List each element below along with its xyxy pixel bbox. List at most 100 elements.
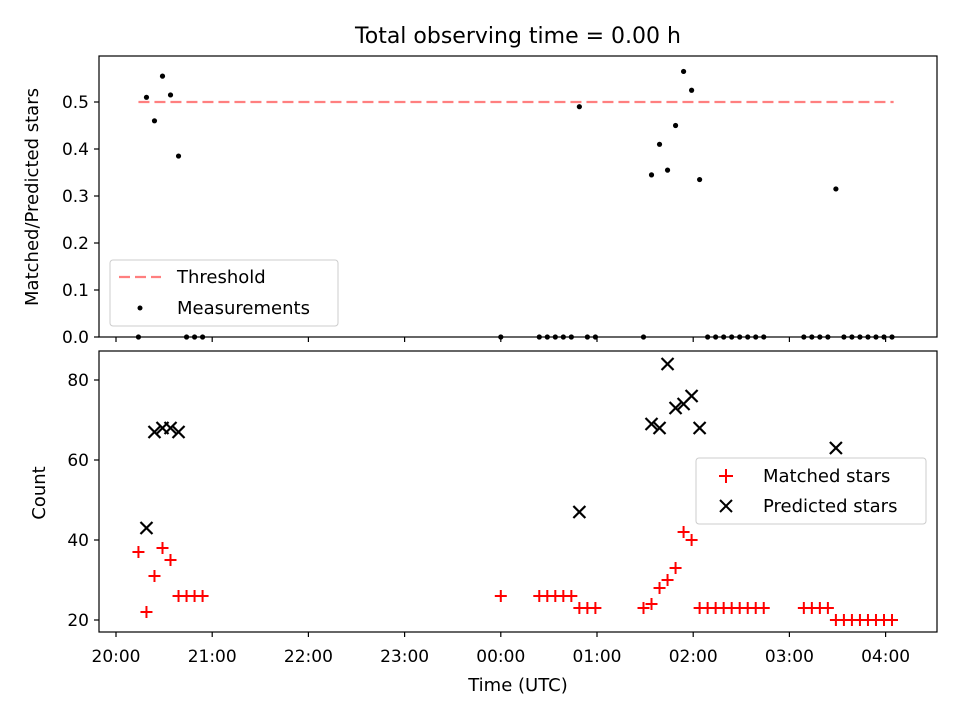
measurement-point [544,334,550,340]
predicted-star-marker [171,425,186,439]
measurement-point [640,334,647,340]
matched-star-marker [589,602,602,614]
ratio-y-tick-label: 0.4 [62,140,89,160]
matched-star-marker [637,602,650,614]
measurement-point [745,334,751,340]
count-legend-box [695,457,927,525]
ratio-legend-box [109,259,339,327]
count-x-tick-label: 01:00 [573,647,622,667]
measurement-point [889,334,895,340]
measurement-point [680,68,687,75]
measurement-point [175,153,182,159]
measurement-point [648,172,655,178]
measurements-series [135,68,895,340]
count-legend: Matched stars Predicted stars [695,457,927,525]
count-y-axis: 20 40 60 80 [67,371,99,631]
ratio-y-tick-label: 0.2 [62,234,89,254]
measurement-point [576,104,582,110]
measurement-point [664,167,671,173]
measurement-point [881,334,887,340]
count-x-tick-label: 00:00 [476,647,525,667]
measurement-point [729,334,735,340]
ratio-y-tick-label: 0.1 [62,281,89,301]
count-x-tick-label: 23:00 [380,647,429,667]
matched-star-marker [196,590,209,602]
predicted-star-marker [572,505,587,519]
count-x-tick-label: 21:00 [188,647,237,667]
predicted-star-marker [644,417,659,431]
ratio-panel: 0.0 0.1 0.2 0.3 0.4 0.5 Matched/Predicted sta… [22,55,938,348]
measurement-point [688,87,695,93]
measurement-point [753,334,759,340]
matched-star-marker [757,602,770,614]
count-x-tick-label: 20:00 [92,647,141,667]
predicted-stars-series [139,357,843,535]
predicted-star-marker [692,421,707,435]
matched-star-marker [677,526,690,538]
legend-threshold-label: Threshold [176,267,266,288]
count-panel: 20 40 60 80 20:00 21:00 22:00 23:00 00:00 01:00 0… [29,350,938,696]
measurement-point [191,334,198,340]
measurement-point [536,334,542,340]
matched-star-marker [156,542,169,554]
count-x-tick-label: 03:00 [765,647,814,667]
legend-matched-label: Matched stars [763,466,890,487]
ratio-y-axis-label: Matched/Predicted stars [22,88,43,306]
measurement-point [143,94,150,100]
measurement-point [705,334,711,340]
matched-star-marker [661,574,674,586]
measurement-point [841,334,847,340]
matched-star-marker [821,602,834,614]
predicted-star-marker [163,421,178,435]
predicted-star-marker [829,441,843,455]
measurement-point [737,334,743,340]
ratio-y-tick-label: 0.0 [62,328,89,348]
measurement-point [183,334,190,340]
measurement-point [865,334,871,340]
measurement-point [656,141,663,147]
count-y-tick-label: 40 [67,531,89,551]
matched-star-marker [148,570,161,582]
measurement-point [592,334,598,340]
ratio-y-tick-label: 0.3 [62,187,89,207]
matched-star-marker [164,554,177,566]
count-x-axis-label: Time (UTC) [467,675,568,696]
measurement-point [135,334,142,340]
count-y-tick-label: 20 [67,611,89,631]
measurement-point [584,334,590,340]
matched-stars-series [132,526,899,626]
count-y-axis-label: Count [29,466,50,519]
ratio-x-axis-ticks [115,337,887,342]
measurement-point [552,334,558,340]
predicted-star-marker [139,521,154,535]
measurement-point [199,334,206,340]
measurement-point [167,92,174,98]
measurement-point [873,334,879,340]
legend-matched-swatch [719,469,733,483]
measurement-point [560,334,566,340]
matched-star-marker [685,534,698,546]
legend-measurements-label: Measurements [177,298,310,319]
legend-predicted-label: Predicted stars [763,496,897,517]
matched-star-marker [132,546,145,558]
matched-star-marker [565,590,578,602]
measurement-point [825,334,831,340]
measurement-point [849,334,855,340]
figure-title: Total observing time = 0.00 h [354,24,681,49]
matched-star-marker [494,590,507,602]
matched-star-marker [886,614,899,626]
measurement-point [498,334,504,340]
legend-measurements-swatch [137,305,143,311]
count-x-tick-label: 22:00 [284,647,333,667]
measurement-point [761,334,767,340]
measurement-point [857,334,863,340]
ratio-legend: Threshold Measurements [109,259,339,327]
ratio-y-axis: 0.0 0.1 0.2 0.3 0.4 0.5 [62,93,99,348]
predicted-star-marker [684,389,699,403]
legend-predicted-swatch [719,499,733,513]
measurement-point [721,334,727,340]
count-x-axis: 20:00 21:00 22:00 23:00 00:00 01:00 02:00 03:00… [92,632,910,667]
matched-star-marker [645,598,658,610]
measurement-point [817,334,823,340]
measurement-point [159,73,166,79]
